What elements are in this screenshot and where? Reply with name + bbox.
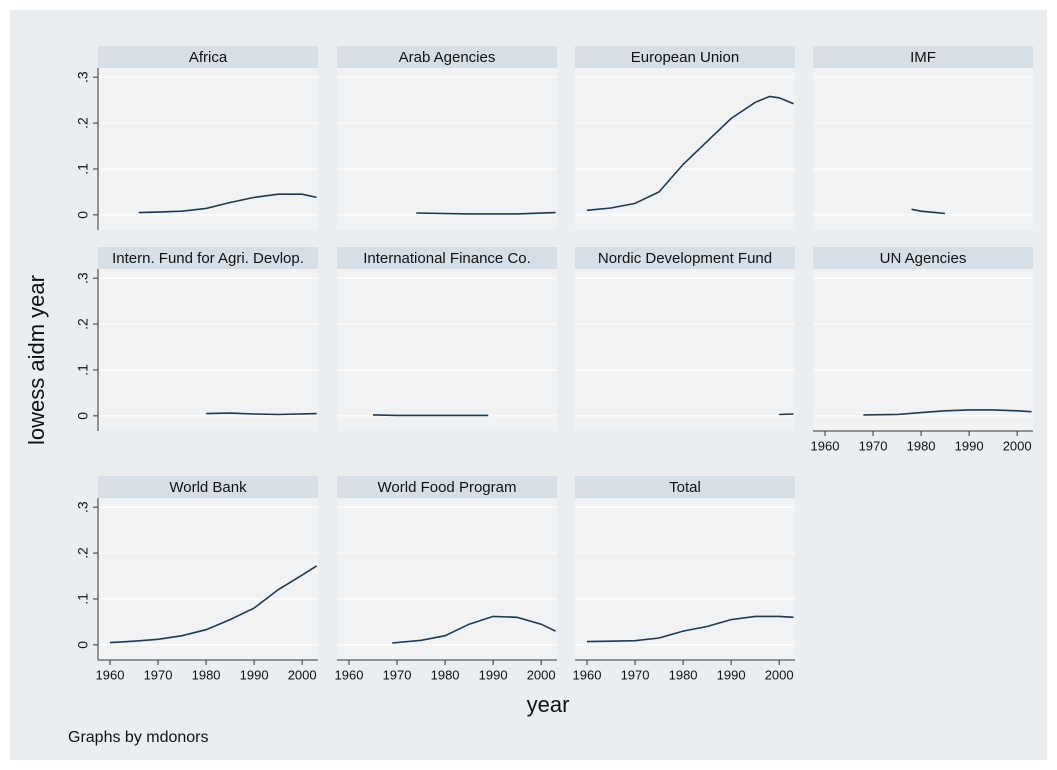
line [586,95,794,212]
plot-area [337,498,557,660]
y-tick-label: 0 [75,641,91,649]
x-tick-label: 2000 [527,667,556,682]
panel-title: UN Agencies [880,250,967,267]
y-tick-label: 0 [75,211,91,219]
line [206,412,317,416]
plot-area [575,68,795,230]
x-tick-label: 1980 [907,438,936,453]
plot-area [813,68,1033,230]
x-tick-label: 1960 [96,667,125,682]
panel-title: Intern. Fund for Agri. Devlop. [112,250,304,267]
x-tick-label: 1990 [240,667,269,682]
panel-header [337,247,557,269]
y-tick-label: .2 [75,547,91,559]
x-tick-label: 1980 [669,667,698,682]
panel-title: IMF [910,49,936,66]
panel-header [337,46,557,68]
x-axis-label: year [527,692,570,717]
line [372,414,489,417]
x-tick-label: 1960 [811,438,840,453]
panel-header [98,476,318,498]
x-tick-label: 1980 [431,667,460,682]
line [416,211,556,215]
x-tick-label: 1960 [335,667,364,682]
line [109,565,318,644]
line [392,615,556,644]
panel-header [575,46,795,68]
plot-area [98,269,318,431]
x-tick-label: 1960 [573,667,602,682]
plot-area [337,68,557,230]
plot-area [98,68,318,230]
x-tick-label: 2000 [765,667,794,682]
y-tick-label: .3 [75,71,91,83]
panel-title: World Bank [169,479,247,496]
y-tick-label: 0 [75,412,91,420]
line [863,409,1032,416]
x-tick-label: 1970 [383,667,412,682]
x-tick-label: 2000 [288,667,317,682]
x-tick-label: 1990 [955,438,984,453]
note: Graphs by mdonors [68,729,209,746]
x-tick-label: 1970 [621,667,650,682]
x-tick-label: 2000 [1003,438,1032,453]
plot-area [575,269,795,431]
panel-title: Africa [189,49,228,66]
panel-header [575,476,795,498]
y-tick-label: .2 [75,117,91,129]
x-tick-label: 1980 [192,667,221,682]
panel-header [813,46,1033,68]
x-tick-label: 1970 [859,438,888,453]
y-tick-label: .2 [75,318,91,330]
panel-title: International Finance Co. [363,250,531,267]
y-axis-label: lowess aidm year [24,275,49,445]
panel-title: Total [669,479,701,496]
panel-title: Nordic Development Fund [598,250,772,267]
panel-header [575,247,795,269]
x-tick-label: 1970 [144,667,173,682]
line [138,193,317,214]
y-tick-label: .3 [75,501,91,513]
x-tick-label: 1990 [479,667,508,682]
y-tick-label: .1 [75,163,91,175]
panel-header [813,247,1033,269]
plot-area [575,498,795,660]
panel-header [337,476,557,498]
plot-area [98,498,318,660]
panel-header [98,46,318,68]
line [779,413,794,416]
line [586,615,794,643]
panel-header [98,247,318,269]
x-tick-label: 1990 [717,667,746,682]
line [911,208,946,215]
panel-title: Arab Agencies [399,49,496,66]
y-tick-label: .1 [75,364,91,376]
plot-area [813,269,1033,431]
panel-title: European Union [631,49,739,66]
y-tick-label: .3 [75,272,91,284]
y-tick-label: .1 [75,593,91,605]
plot-area [337,269,557,431]
panel-title: World Food Program [378,479,517,496]
